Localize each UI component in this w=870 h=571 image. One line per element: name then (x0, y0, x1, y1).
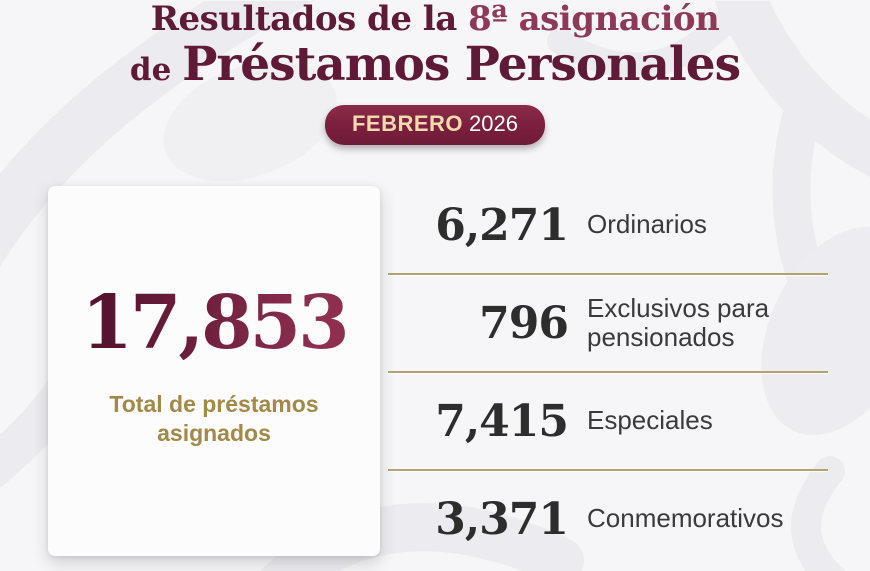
badge-year: 2026 (469, 111, 518, 137)
conmemorativos-label: Conmemorativos (587, 503, 784, 534)
exclusivos-value: 796 (479, 297, 569, 349)
title-line2-small: de (129, 52, 183, 89)
conmemorativos-value: 3,371 (435, 493, 569, 545)
title-prefix: Resultados de la (150, 0, 469, 39)
page-title-line1: Resultados de la 8ª asignación (0, 0, 870, 39)
divider (388, 371, 828, 373)
date-badge-container: FEBRERO 2026 (0, 105, 870, 146)
badge-month: FEBRERO (351, 111, 464, 137)
breakdown-row-especiales: 7,415 Especiales (388, 373, 828, 469)
ordinarios-label: Ordinarios (587, 209, 707, 240)
divider (388, 273, 828, 275)
ordinarios-value: 6,271 (435, 199, 569, 251)
page-title-line2: de Préstamos Personales (0, 41, 870, 88)
total-loans-number: 17,853 (81, 280, 349, 367)
title-accent: 8ª asignación (468, 0, 720, 39)
especiales-value: 7,415 (435, 395, 569, 447)
breakdown-row-conmemorativos: 3,371 Conmemorativos (388, 471, 828, 567)
especiales-label: Especiales (587, 405, 713, 436)
breakdown-row-exclusivos: 796 Exclusivos para pensionados (388, 275, 828, 371)
divider (388, 469, 828, 471)
title-line2-main: Préstamos Personales (182, 37, 741, 93)
loan-breakdown-list: 6,271 Ordinarios 796 Exclusivos para pen… (388, 177, 828, 567)
date-badge: FEBRERO 2026 (324, 105, 545, 146)
exclusivos-label: Exclusivos para pensionados (587, 292, 770, 352)
breakdown-row-ordinarios: 6,271 Ordinarios (388, 177, 828, 273)
total-summary-card: 17,853 Total de préstamos asignados (48, 186, 380, 556)
total-loans-label: Total de préstamos asignados (109, 391, 319, 446)
